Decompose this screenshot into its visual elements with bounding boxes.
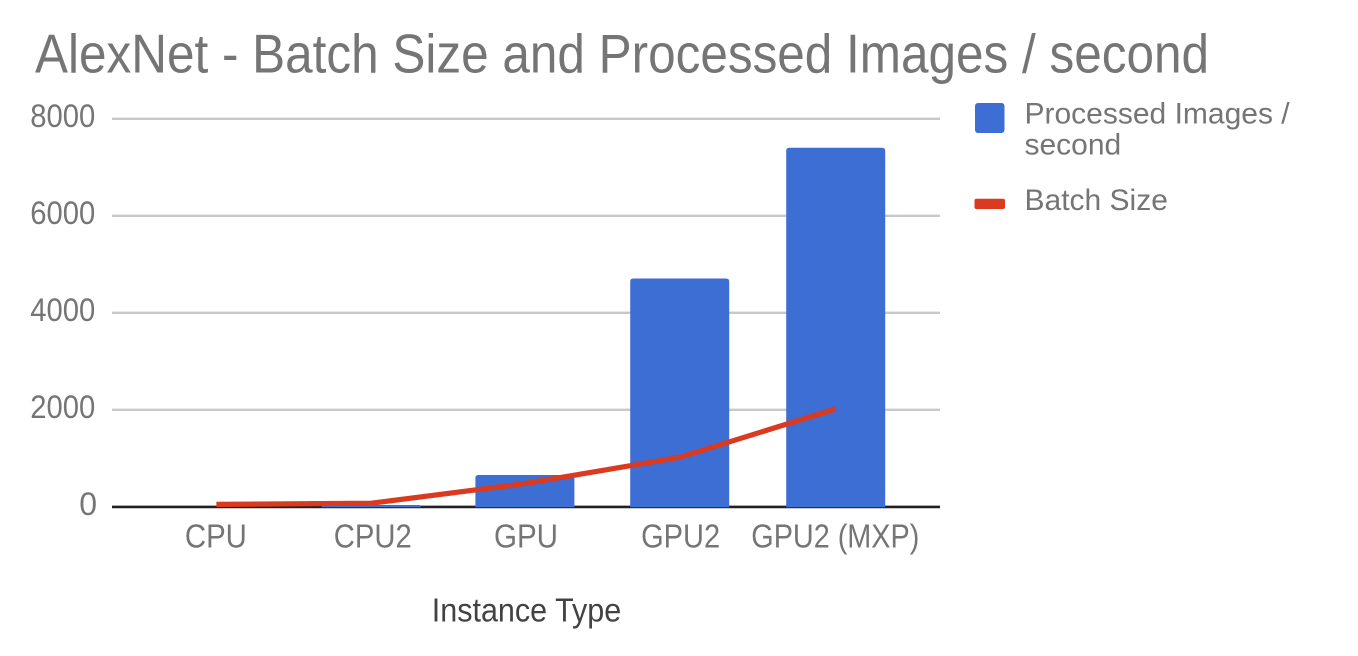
svg-text:0: 0 (79, 486, 97, 522)
svg-text:CPU: CPU (185, 518, 247, 555)
svg-text:second: second (1025, 129, 1122, 162)
svg-text:Batch Size: Batch Size (1025, 184, 1168, 217)
svg-text:Processed Images /: Processed Images / (1025, 98, 1291, 131)
svg-text:AlexNet - Batch Size and Proce: AlexNet - Batch Size and Processed Image… (35, 23, 1209, 85)
svg-text:4000: 4000 (30, 292, 95, 328)
svg-text:GPU2: GPU2 (641, 518, 720, 555)
svg-text:CPU2: CPU2 (334, 518, 412, 555)
svg-text:8000: 8000 (30, 98, 95, 134)
svg-text:6000: 6000 (30, 195, 95, 231)
svg-text:GPU: GPU (494, 518, 558, 555)
svg-text:GPU2 (MXP): GPU2 (MXP) (751, 518, 919, 555)
svg-text:Instance Type: Instance Type (432, 591, 622, 628)
svg-text:2000: 2000 (30, 389, 95, 425)
